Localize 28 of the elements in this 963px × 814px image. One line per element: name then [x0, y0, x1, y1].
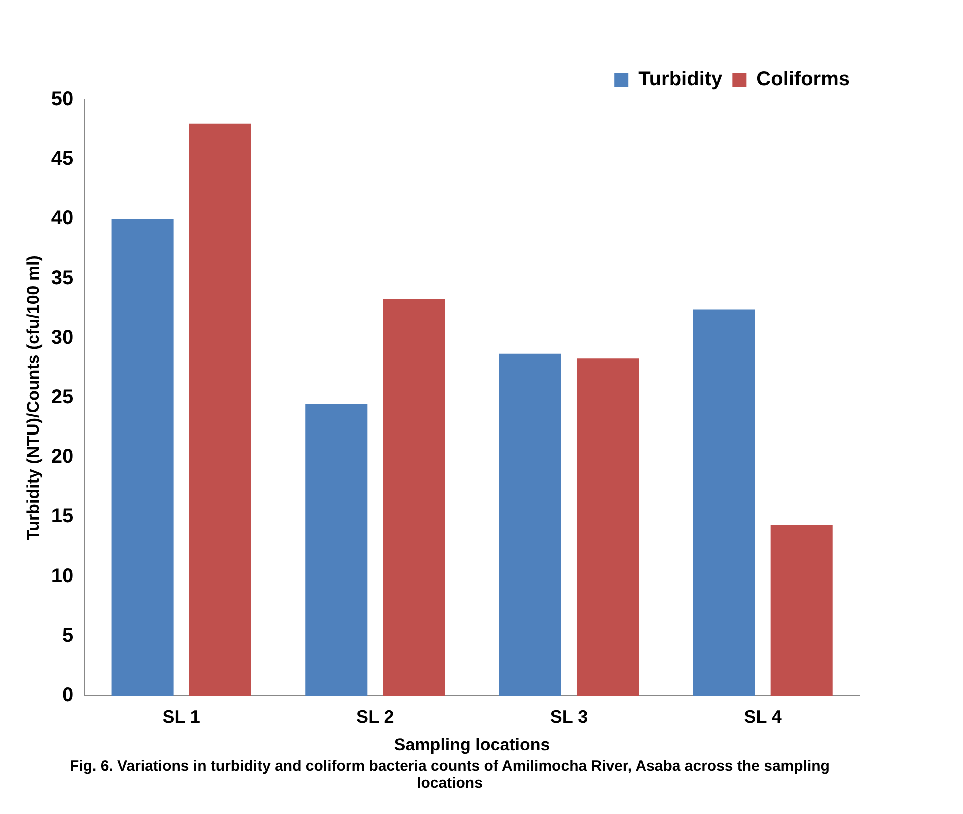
bar	[576, 358, 640, 696]
y-tick-label: 20	[51, 446, 74, 468]
y-axis-title: Turbidity (NTU)/Counts (cfu/100 ml)	[24, 256, 43, 540]
bar	[770, 526, 833, 696]
bar	[306, 404, 368, 696]
y-tick-label: 30	[51, 326, 74, 349]
text: Fig. 6. Variations in turbidity and coliform bacteria counts of Amilimocha River, Asaba across the sampling locations	[69, 758, 831, 792]
bar	[383, 299, 446, 696]
bar	[693, 310, 756, 696]
bar	[499, 354, 562, 696]
y-tick-label: 15	[51, 506, 74, 528]
y-tick-label: 45	[51, 148, 74, 170]
x-tick-label: SL 1	[162, 706, 200, 727]
bar	[189, 124, 252, 696]
x-tick-label: SL 2	[356, 706, 394, 727]
bar	[112, 219, 174, 696]
y-tick-label: 50	[51, 88, 74, 111]
x-axis-title: Sampling locations	[394, 735, 550, 754]
y-tick-label: 40	[51, 208, 74, 230]
y-tick-label: 0	[62, 684, 74, 707]
x-tick-label: SL 4	[744, 706, 782, 727]
y-tick-label: 10	[51, 565, 74, 588]
y-tick-label: 35	[51, 267, 74, 290]
y-tick-label: 5	[62, 624, 74, 647]
legend-label: Coliforms	[756, 68, 850, 91]
legend-label: Turbidity	[638, 68, 724, 91]
y-tick-label: 25	[51, 386, 74, 409]
x-tick-label: SL 3	[550, 706, 588, 727]
